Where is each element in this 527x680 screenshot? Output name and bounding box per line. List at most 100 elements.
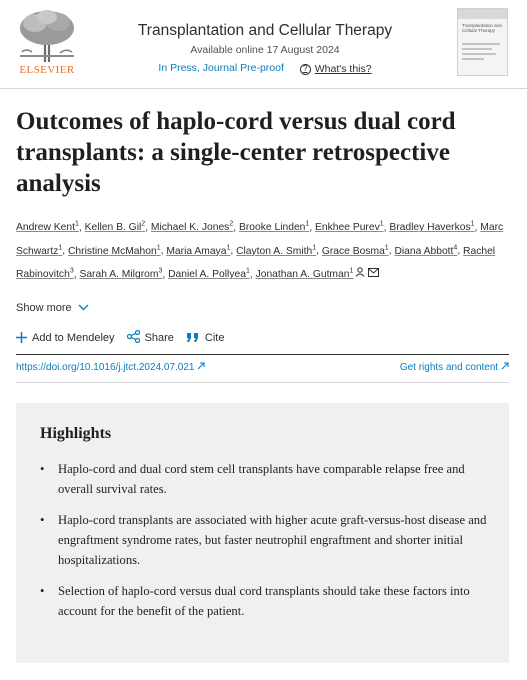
help-icon: ?: [299, 63, 311, 75]
cite-button[interactable]: Cite: [186, 331, 225, 346]
cite-label: Cite: [204, 332, 225, 344]
bullet-icon: •: [40, 462, 45, 476]
journal-info: Transplantation and Cellular Therapy Ava…: [100, 22, 430, 75]
author-affiliation: 2: [229, 221, 234, 228]
author-affiliation: 1: [156, 244, 161, 252]
highlights-heading: Highlights: [40, 425, 112, 442]
corresponding-author-icons: [355, 265, 380, 285]
author-affiliation: 1: [384, 244, 389, 252]
author-link[interactable]: Kellen B. Gil2: [85, 221, 146, 233]
author-affiliation: 1: [349, 267, 354, 275]
author-link[interactable]: Andrew Kent1: [16, 221, 79, 233]
author-name: Clayton A. Smith: [236, 245, 313, 257]
author-affiliation: 4: [453, 244, 458, 252]
person-icon[interactable]: [355, 265, 365, 285]
author-name: Michael K. Jones: [150, 222, 230, 234]
show-more-label: Show more: [16, 302, 72, 314]
author-link[interactable]: Christine McMahon1: [68, 244, 161, 257]
author-link[interactable]: Sarah A. Milgrom3: [79, 267, 163, 281]
journal-status-links: In Press, Journal Pre-proof ? What's thi…: [100, 62, 430, 75]
author-link[interactable]: Diana Abbott4: [394, 244, 458, 257]
header-divider: [0, 88, 527, 89]
whats-this-link[interactable]: ? What's this?: [299, 63, 372, 75]
doi-top-rule: [16, 354, 509, 355]
mail-icon[interactable]: [368, 265, 380, 285]
journal-cover-thumbnail[interactable]: Transplantation and Cellular Therapy: [457, 8, 508, 76]
chevron-down-icon: [78, 303, 89, 314]
mendeley-label: Add to Mendeley: [32, 332, 115, 344]
author-link[interactable]: Rachel Rabinovitch3: [16, 246, 495, 280]
author-separator: ,: [383, 222, 390, 234]
author-separator: ,: [162, 269, 169, 281]
author-link[interactable]: Michael K. Jones2: [150, 221, 234, 234]
author-affiliation: 3: [158, 267, 163, 275]
cite-icon: [186, 331, 200, 346]
author-link[interactable]: Grace Bosma1: [321, 244, 389, 257]
doi-bottom-rule: [16, 382, 509, 383]
share-icon: [126, 329, 140, 346]
author-link[interactable]: Bradley Haverkos1: [389, 221, 474, 233]
author-separator: ,: [230, 245, 237, 257]
author-name: Grace Bosma: [321, 245, 385, 257]
author-link[interactable]: Clayton A. Smith1: [236, 244, 317, 257]
author-affiliation: 1: [58, 244, 63, 252]
author-link[interactable]: Brooke Linden1: [238, 221, 310, 234]
doi-label: https://doi.org/10.1016/j.jtct.2024.07.0…: [16, 362, 195, 373]
highlights-box: Highlights • Haplo-cord and dual cord ste…: [16, 403, 509, 663]
journal-title[interactable]: Transplantation and Cellular Therapy: [137, 22, 393, 39]
author-affiliation: 3: [69, 267, 74, 275]
in-press-link[interactable]: In Press, Journal Pre-proof: [158, 62, 284, 74]
author-name: Sarah A. Milgrom: [79, 269, 159, 281]
whats-this-label: What's this?: [314, 63, 372, 75]
author-separator: ,: [78, 222, 85, 234]
author-link[interactable]: Jonathan A. Gutman1: [256, 267, 354, 280]
article-actions: Add to Mendeley Share Cite: [16, 329, 236, 346]
author-separator: ,: [474, 222, 481, 234]
highlight-text: Selection of haplo-cord versus dual cord…: [58, 584, 470, 618]
author-name: Brooke Linden: [238, 222, 306, 234]
share-label: Share: [144, 332, 174, 344]
author-affiliation: 1: [74, 221, 79, 228]
highlight-item: • Haplo-cord and dual cord stem cell tran…: [40, 459, 490, 499]
plus-icon: [16, 331, 27, 346]
highlight-item: • Haplo-cord transplants are associated w…: [40, 510, 490, 570]
author-link[interactable]: Maria Amaya1: [166, 244, 231, 257]
author-separator: ,: [249, 269, 256, 281]
author-link[interactable]: Enkhee Purev1: [315, 221, 384, 234]
author-list: Andrew Kent1, Kellen B. Gil2, Michael K.…: [16, 215, 511, 285]
author-name: Enkhee Purev: [315, 222, 380, 234]
author-separator: ,: [233, 222, 239, 234]
get-rights-link[interactable]: Get rights and content: [400, 362, 509, 373]
author-separator: ,: [62, 245, 68, 257]
rights-label: Get rights and content: [399, 362, 499, 373]
elsevier-wordmark: ELSEVIER: [19, 64, 75, 76]
author-name: Christine McMahon: [68, 245, 157, 257]
author-affiliation: 1: [379, 221, 384, 228]
available-online-date: Available online 17 August 2024: [190, 44, 340, 56]
highlight-text: Haplo-cord transplants are associated wi…: [58, 513, 487, 567]
author-separator: ,: [316, 245, 322, 257]
elsevier-logo[interactable]: ELSEVIER: [16, 8, 78, 76]
author-affiliation: 2: [141, 221, 146, 228]
author-separator: ,: [160, 245, 167, 257]
author-affiliation: 1: [312, 244, 317, 252]
author-separator: ,: [388, 245, 395, 257]
article-title: Outcomes of haplo-cord versus dual cord …: [16, 108, 456, 197]
author-name: Maria Amaya: [166, 245, 227, 257]
add-to-mendeley-button[interactable]: Add to Mendeley: [16, 331, 115, 346]
external-link-icon: [501, 362, 509, 373]
show-more-button[interactable]: Show more: [16, 302, 89, 314]
author-separator: ,: [457, 245, 464, 257]
elsevier-tree-icon: [16, 8, 78, 62]
author-link[interactable]: Marc Schwartz1: [16, 222, 503, 256]
bullet-icon: •: [40, 584, 45, 598]
author-affiliation: 1: [305, 221, 310, 228]
author-name: Diana Abbott: [394, 245, 454, 257]
author-link[interactable]: Daniel A. Pollyea1: [168, 268, 250, 280]
cover-decoration: [462, 43, 502, 63]
doi-link[interactable]: https://doi.org/10.1016/j.jtct.2024.07.0…: [16, 362, 205, 373]
share-button[interactable]: Share: [126, 329, 174, 346]
author-affiliation: 1: [226, 244, 231, 252]
page-header: ELSEVIER Transplantation and Cellular Th…: [0, 0, 527, 86]
cover-title: Transplantation and Cellular Therapy: [462, 23, 502, 34]
